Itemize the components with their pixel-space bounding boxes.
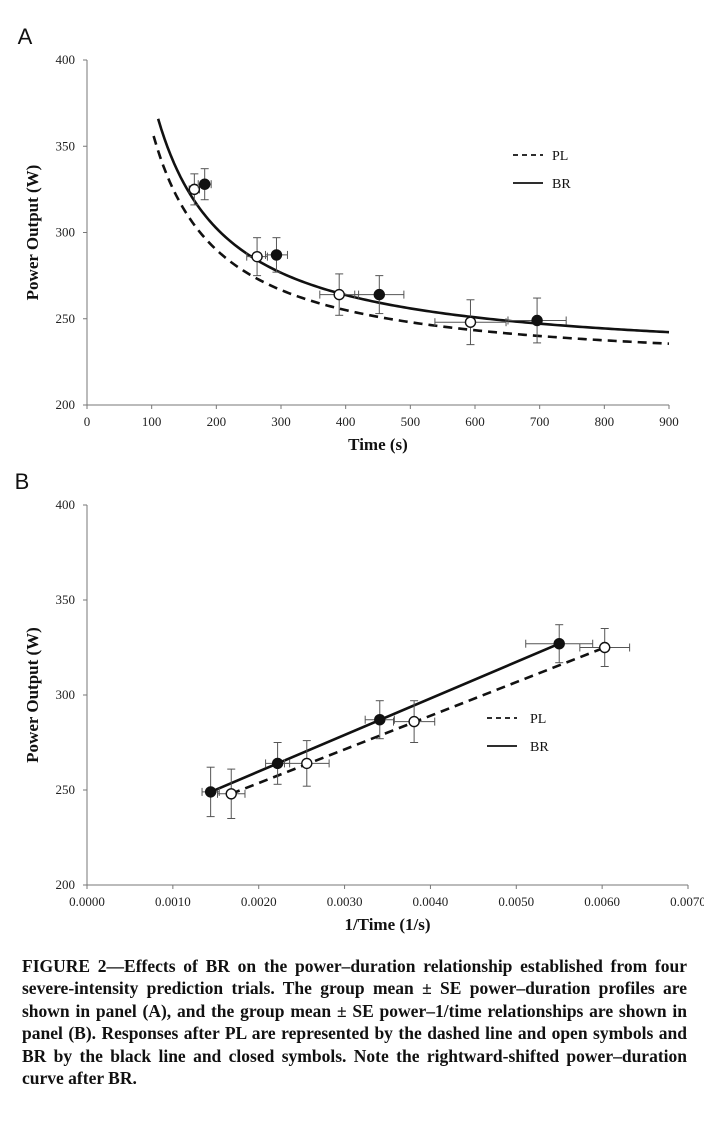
x-tick-label: 0.0070 [670,894,704,909]
data-point-br [373,288,385,301]
panel-a-chart: A 200 250 300 350 400 0 100 200 300 400 500 600 700 80… [18,24,679,454]
data-point-br [553,638,565,650]
data-point-pl [599,641,611,654]
panel-label: A [18,24,33,49]
x-tick-label: 0.0020 [241,894,277,909]
y-tick-label: 350 [56,592,76,607]
series-br-line [156,118,670,334]
data-point-pl [188,183,201,196]
x-tick-label: 400 [336,414,356,429]
x-tick-label: 800 [595,414,615,429]
data-point-br [531,314,543,327]
legend-label-br: BR [552,177,571,192]
x-tick-label: 0.0040 [413,894,449,909]
x-tick-label: 600 [465,414,485,429]
data-point-br [271,757,284,770]
data-point-pl [225,788,237,800]
data-point-br [270,249,283,261]
x-tick-label: 0.0000 [69,894,105,909]
x-tick-label: 0.0060 [584,894,620,909]
x-axis-label: Time (s) [348,435,408,454]
y-tick-label: 400 [56,52,76,67]
x-tick-label: 900 [659,414,679,429]
y-axis-label: Power Output (W) [23,165,42,301]
data-point-pl [301,757,313,770]
data-point-br [204,786,217,798]
figure-caption: FIGURE 2—Effects of BR on the power–dura… [22,956,687,1089]
y-tick-label: 350 [56,138,76,153]
data-point-pl [408,715,420,728]
data-point-pl [464,316,477,328]
x-tick-label: 0 [84,414,91,429]
y-tick-label: 300 [56,225,76,240]
legend-label-pl: PL [552,149,568,164]
y-axis-label: Power Output (W) [23,627,42,763]
y-tick-label: 200 [56,877,76,892]
x-tick-label: 100 [142,414,162,429]
data-point-pl [333,288,345,301]
x-tick-label: 0.0010 [155,894,191,909]
legend-label-pl: PL [530,712,546,727]
x-tick-label: 0.0050 [498,894,534,909]
data-point-br [198,178,211,190]
y-tick-label: 200 [56,397,76,412]
panel-label: B [15,469,30,494]
legend-label-br: BR [530,740,549,755]
x-tick-label: 200 [207,414,227,429]
x-tick-label: 500 [401,414,421,429]
y-tick-label: 400 [56,497,76,512]
y-tick-label: 250 [56,311,76,326]
x-tick-label: 700 [530,414,550,429]
x-axis-label: 1/Time (1/s) [344,915,430,934]
data-point-pl [251,250,263,263]
panel-b-chart: B 200 250 300 350 400 0.0000 0.0010 0.0020 0.0030… [15,469,704,934]
data-point-br [374,714,386,726]
figure-canvas: A 200 250 300 350 400 0 100 200 300 400 500 600 700 80… [15,24,704,934]
series-pl-line [152,135,670,345]
x-tick-label: 300 [271,414,291,429]
y-tick-label: 300 [56,687,76,702]
x-tick-label: 0.0030 [327,894,363,909]
y-tick-label: 250 [56,782,76,797]
